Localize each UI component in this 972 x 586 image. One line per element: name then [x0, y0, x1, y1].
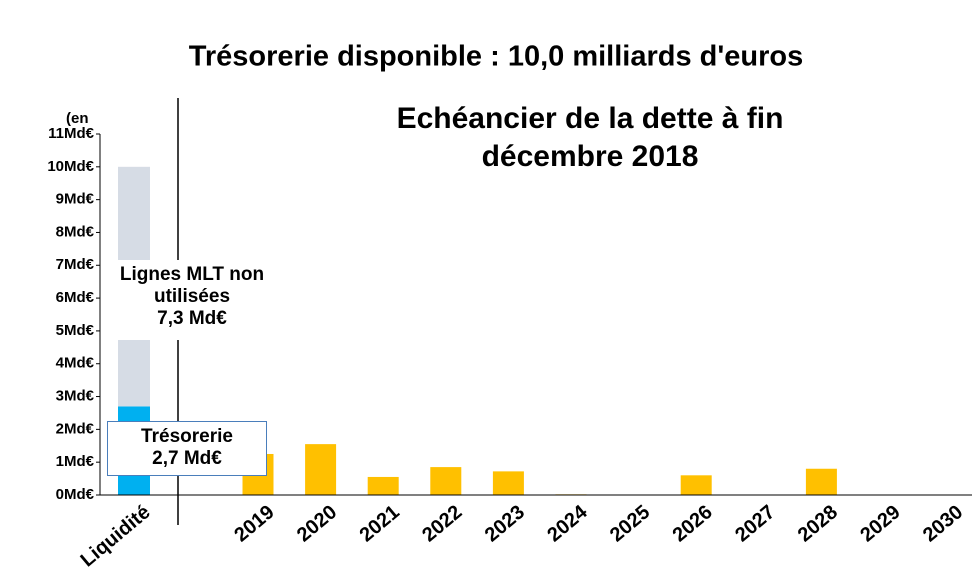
value-label: 7,3 Md€	[157, 308, 227, 329]
x-tick-label: 2027	[731, 501, 779, 546]
y-tick-label: 0Md€	[56, 486, 95, 503]
y-tick-label: 7Md€	[56, 256, 95, 273]
value-label: 2,7 Md€	[152, 448, 222, 469]
x-tick-label: 2021	[356, 501, 404, 546]
y-tick-label: 6Md€	[56, 289, 95, 306]
x-tick-label: 2022	[418, 501, 466, 546]
x-tick-label: 2026	[669, 501, 717, 546]
x-tick-label: 2020	[293, 501, 341, 546]
mlt-label-box: Lignes MLT non utilisées 7,3 Md€	[103, 260, 281, 340]
y-tick-label: 10Md€	[47, 158, 94, 175]
y-tick-label: 3Md€	[56, 388, 95, 405]
y-axis-label: (en	[66, 110, 89, 127]
tresorerie-label-box: Trésorerie 2,7 Md€	[107, 421, 267, 476]
chart-subtitle: Echéancier de la dette à fin décembre 20…	[396, 102, 784, 173]
series-name: Trésorerie	[141, 426, 233, 447]
chart-title: Trésorerie disponible : 10,0 milliards d…	[189, 41, 804, 73]
series-name: Lignes MLT non utilisées	[119, 264, 265, 307]
y-tick-label: 8Md€	[56, 223, 95, 240]
bar	[492, 471, 524, 495]
y-tick-label: 5Md€	[56, 322, 95, 339]
y-tick-label: 9Md€	[56, 191, 95, 208]
y-tick-label: 1Md€	[56, 453, 95, 470]
x-tick-label: 2028	[794, 501, 842, 546]
y-tick-label: 4Md€	[56, 355, 95, 372]
y-tick-label: 2Md€	[56, 420, 95, 437]
x-tick-label: 2030	[919, 501, 967, 546]
x-tick-label: 2025	[606, 501, 654, 546]
x-tick-label: 2029	[856, 501, 904, 546]
bar	[680, 475, 712, 495]
bar	[805, 468, 837, 495]
x-tick-label: 2024	[543, 500, 592, 546]
x-tick-label: 2019	[230, 501, 278, 546]
bar	[367, 476, 399, 495]
bar	[305, 444, 337, 495]
x-tick-label: 2023	[481, 501, 529, 546]
x-tick-label: Liquidité	[77, 501, 155, 571]
y-tick-label: 11Md€	[48, 125, 95, 142]
bar	[430, 467, 462, 495]
